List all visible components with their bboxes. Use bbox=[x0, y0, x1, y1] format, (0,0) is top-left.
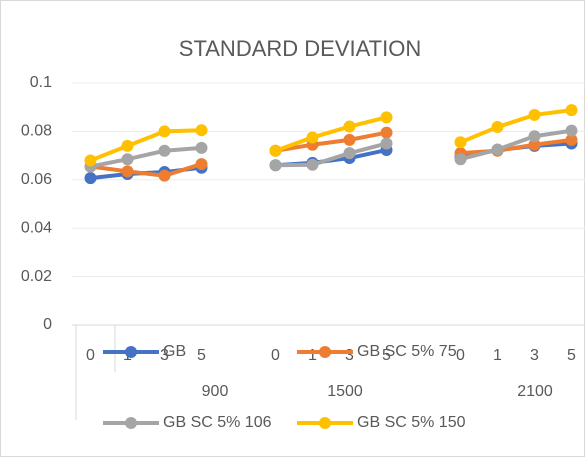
x-tick-label: 5 bbox=[382, 347, 391, 364]
series-line bbox=[460, 137, 572, 156]
chart-title: STANDARD DEVIATION bbox=[179, 36, 421, 61]
point bbox=[158, 144, 171, 157]
x-tick-label: 3 bbox=[160, 347, 169, 364]
point bbox=[380, 137, 393, 150]
series-line bbox=[459, 128, 572, 162]
y-tick-label: 0.08 bbox=[21, 123, 52, 140]
x-tick-label: 5 bbox=[197, 347, 206, 364]
point bbox=[343, 120, 356, 133]
group-label: 1500 bbox=[327, 383, 363, 400]
x-tick-label: 5 bbox=[567, 347, 576, 364]
x-tick-label: 0 bbox=[271, 347, 280, 364]
point bbox=[121, 165, 134, 178]
series-line bbox=[459, 108, 572, 145]
point bbox=[454, 136, 467, 149]
legend-label: GB bbox=[163, 343, 186, 360]
point bbox=[121, 139, 134, 152]
x-tick-label: 3 bbox=[530, 347, 539, 364]
point bbox=[343, 147, 356, 160]
legend-marker bbox=[319, 346, 331, 358]
series-line bbox=[89, 128, 202, 163]
legend-label: GB SC 5% 150 bbox=[357, 414, 466, 431]
y-tick-label: 0 bbox=[43, 316, 52, 333]
y-tick-label: 0.04 bbox=[21, 219, 52, 236]
point bbox=[84, 154, 97, 167]
point bbox=[565, 124, 578, 137]
legend-marker bbox=[125, 346, 137, 358]
series-line bbox=[274, 115, 387, 153]
point bbox=[528, 130, 541, 143]
point bbox=[195, 141, 208, 154]
point bbox=[380, 126, 393, 139]
legend-label: GB SC 5% 106 bbox=[163, 414, 272, 431]
legend-label: GB SC 5% 75 bbox=[357, 343, 457, 360]
point bbox=[195, 124, 208, 137]
point bbox=[306, 131, 319, 144]
x-tick-label: 0 bbox=[456, 347, 465, 364]
x-tick-label: 3 bbox=[345, 347, 354, 364]
point bbox=[528, 138, 541, 151]
series-line bbox=[275, 141, 388, 168]
point bbox=[84, 172, 97, 185]
point bbox=[158, 169, 171, 182]
y-tick-label: 0.02 bbox=[21, 268, 52, 285]
x-tick-label: 0 bbox=[86, 347, 95, 364]
point bbox=[454, 153, 467, 166]
y-tick-label: 0.1 bbox=[30, 74, 52, 91]
point bbox=[121, 153, 134, 166]
x-tick-label: 1 bbox=[493, 347, 502, 364]
point bbox=[269, 144, 282, 157]
point bbox=[565, 104, 578, 117]
x-tick-label: 1 bbox=[308, 347, 317, 364]
point bbox=[491, 121, 504, 134]
legend-marker bbox=[125, 417, 137, 429]
series-line bbox=[275, 130, 387, 153]
point bbox=[565, 133, 578, 146]
point bbox=[528, 108, 541, 121]
group-label: 900 bbox=[202, 383, 229, 400]
point bbox=[343, 133, 356, 146]
point bbox=[491, 143, 504, 156]
point bbox=[380, 111, 393, 124]
point bbox=[306, 158, 319, 171]
group-label: 2100 bbox=[517, 383, 553, 400]
series-line bbox=[90, 162, 203, 178]
point bbox=[195, 158, 208, 171]
legend-marker bbox=[319, 417, 331, 429]
point bbox=[158, 125, 171, 138]
y-tick-label: 0.06 bbox=[21, 171, 52, 188]
series-line bbox=[90, 145, 202, 169]
point bbox=[269, 159, 282, 172]
